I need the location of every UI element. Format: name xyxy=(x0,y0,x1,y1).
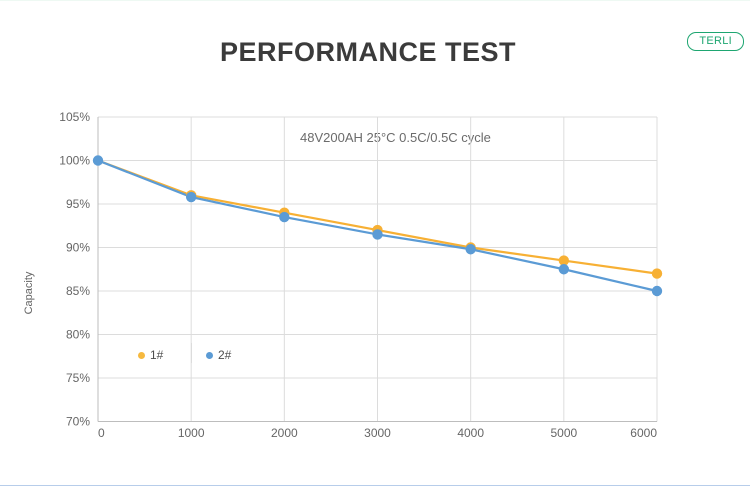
svg-text:1000: 1000 xyxy=(178,426,205,440)
svg-text:100%: 100% xyxy=(59,154,90,168)
svg-text:85%: 85% xyxy=(66,284,90,298)
svg-text:70%: 70% xyxy=(66,415,90,429)
svg-text:6000: 6000 xyxy=(630,426,657,440)
svg-text:75%: 75% xyxy=(66,371,90,385)
svg-text:105%: 105% xyxy=(59,110,90,124)
svg-text:95%: 95% xyxy=(66,197,90,211)
svg-text:80%: 80% xyxy=(66,328,90,342)
svg-text:90%: 90% xyxy=(66,241,90,255)
svg-text:4000: 4000 xyxy=(457,426,484,440)
svg-text:3000: 3000 xyxy=(364,426,391,440)
svg-text:0: 0 xyxy=(98,426,105,440)
svg-text:2000: 2000 xyxy=(271,426,298,440)
svg-text:5000: 5000 xyxy=(550,426,577,440)
